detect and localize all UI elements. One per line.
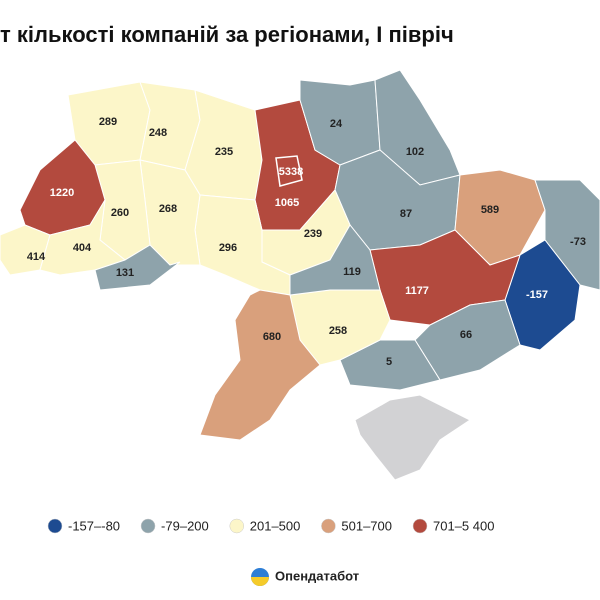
region <box>94 244 181 291</box>
region-value: 119 <box>343 266 361 278</box>
legend-label: 501–700 <box>341 518 392 533</box>
region-value: 131 <box>116 267 134 279</box>
region-value: 1220 <box>50 187 74 199</box>
legend-label: 201–500 <box>250 518 301 533</box>
region-value: -73 <box>570 236 586 248</box>
crimea <box>354 394 471 481</box>
region-value: 1177 <box>405 285 429 297</box>
region-value: 1065 <box>275 197 299 209</box>
region-value: 66 <box>460 329 472 341</box>
city-region <box>275 155 303 187</box>
brand: Опендатабот <box>251 568 359 586</box>
region-value: 589 <box>481 204 499 216</box>
region-value: 680 <box>263 331 281 343</box>
region-value: 248 <box>149 127 167 139</box>
region-value: 404 <box>73 242 92 254</box>
region-value: 268 <box>159 203 177 215</box>
brand-logo-half <box>251 577 269 586</box>
region-value: 239 <box>304 228 322 240</box>
legend: -157–-80 -79–200 201–500 501–700 701–5 400 <box>47 518 494 534</box>
region-value: 414 <box>27 251 46 263</box>
legend-swatch <box>321 518 336 534</box>
region-value: 258 <box>329 325 347 337</box>
map-title: т кількості компаній за регіонами, І пів… <box>0 22 454 47</box>
region-value: 102 <box>406 146 424 158</box>
legend-label: -157–-80 <box>68 518 120 533</box>
region-value: 296 <box>219 242 237 254</box>
region <box>289 224 381 296</box>
legend-swatch <box>412 518 428 534</box>
region <box>199 289 321 441</box>
region-value: -157 <box>526 289 548 301</box>
region-value: 235 <box>215 146 233 158</box>
regions <box>0 69 600 481</box>
region-value: 5 <box>386 356 392 368</box>
labels: 289 248 235 1065 5338 24 102 87 589 -73 -157 1177 66… <box>27 116 586 368</box>
legend-label: 701–5 400 <box>433 518 494 533</box>
region-value: 24 <box>330 118 343 130</box>
region-value: 87 <box>400 208 412 220</box>
region-value: 5338 <box>279 166 303 178</box>
region-value: 260 <box>111 207 129 219</box>
legend-swatch <box>47 518 63 534</box>
brand-name: Опендатабот <box>275 568 359 583</box>
region-value: 289 <box>99 116 117 128</box>
legend-swatch <box>140 518 156 534</box>
legend-swatch <box>229 518 245 534</box>
legend-label: -79–200 <box>161 518 209 533</box>
region <box>534 179 600 291</box>
